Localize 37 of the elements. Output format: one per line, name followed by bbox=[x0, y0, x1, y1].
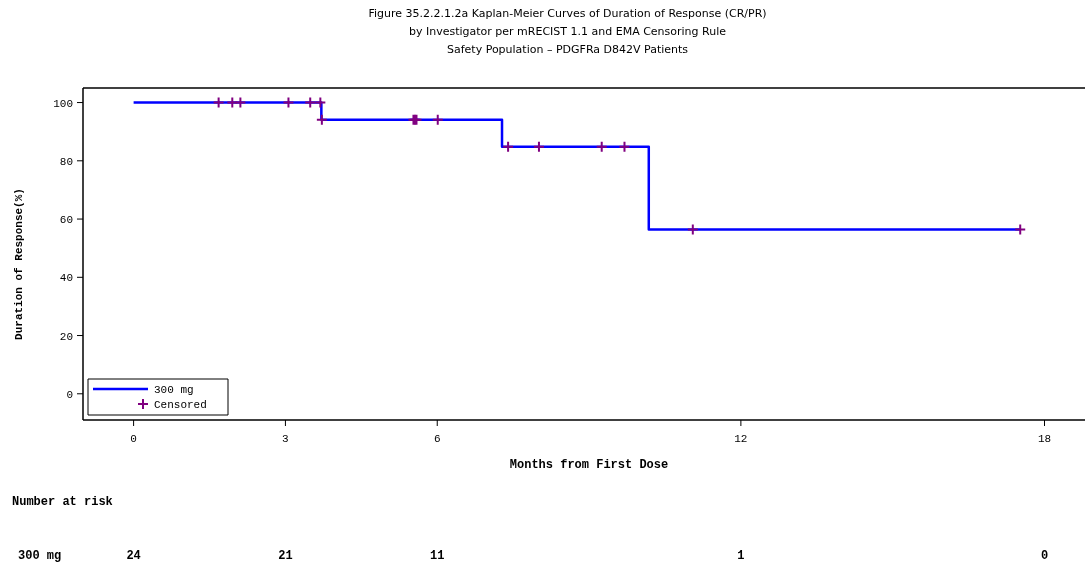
point bbox=[686, 223, 699, 236]
legend-label: 300 mg bbox=[154, 384, 194, 396]
y-tick-label: 100 bbox=[53, 97, 73, 110]
y-tick-label: 0 bbox=[66, 388, 73, 401]
chart-subtitle: Safety Population – PDGFRa D842V Patients bbox=[446, 43, 689, 56]
y-tick-label: 40 bbox=[59, 272, 73, 285]
point bbox=[304, 96, 317, 109]
x-axis-title: Months from First Dose bbox=[509, 458, 669, 472]
text: Number at risk bbox=[12, 495, 113, 509]
point bbox=[212, 96, 225, 109]
point bbox=[314, 96, 327, 109]
point bbox=[502, 140, 515, 153]
x-tick-label: 12 bbox=[734, 433, 748, 445]
x-tick-label: 18 bbox=[1037, 433, 1052, 445]
x-tick-label: 3 bbox=[282, 433, 289, 445]
legend-label: Censored bbox=[154, 399, 207, 411]
point bbox=[234, 96, 247, 109]
y-axis-title: Duration of Response(%) bbox=[13, 188, 25, 340]
point bbox=[532, 140, 545, 153]
text: 11 bbox=[430, 549, 445, 563]
chart-title: Figure 35.2.2.1.2a Kaplan-Meier Curves of Duration of Response (CR/PR) by Investigator per mRECIST 1.1 and EMA Censoring Rule bbox=[368, 7, 767, 38]
text: 0 bbox=[1040, 549, 1049, 563]
point bbox=[618, 140, 631, 153]
point bbox=[431, 113, 444, 126]
point bbox=[1014, 223, 1027, 236]
point bbox=[282, 96, 295, 109]
text: 1 bbox=[737, 549, 745, 563]
text: 300 mg bbox=[18, 549, 62, 563]
point bbox=[315, 113, 328, 126]
text: 24 bbox=[126, 549, 141, 563]
y-tick-label: 60 bbox=[59, 214, 73, 227]
point bbox=[595, 140, 608, 153]
text: 21 bbox=[278, 549, 293, 563]
x-tick-label: 0 bbox=[130, 433, 137, 445]
y-tick-label: 80 bbox=[59, 155, 73, 168]
y-tick-label: 20 bbox=[59, 330, 73, 343]
x-tick-label: 6 bbox=[433, 433, 441, 445]
